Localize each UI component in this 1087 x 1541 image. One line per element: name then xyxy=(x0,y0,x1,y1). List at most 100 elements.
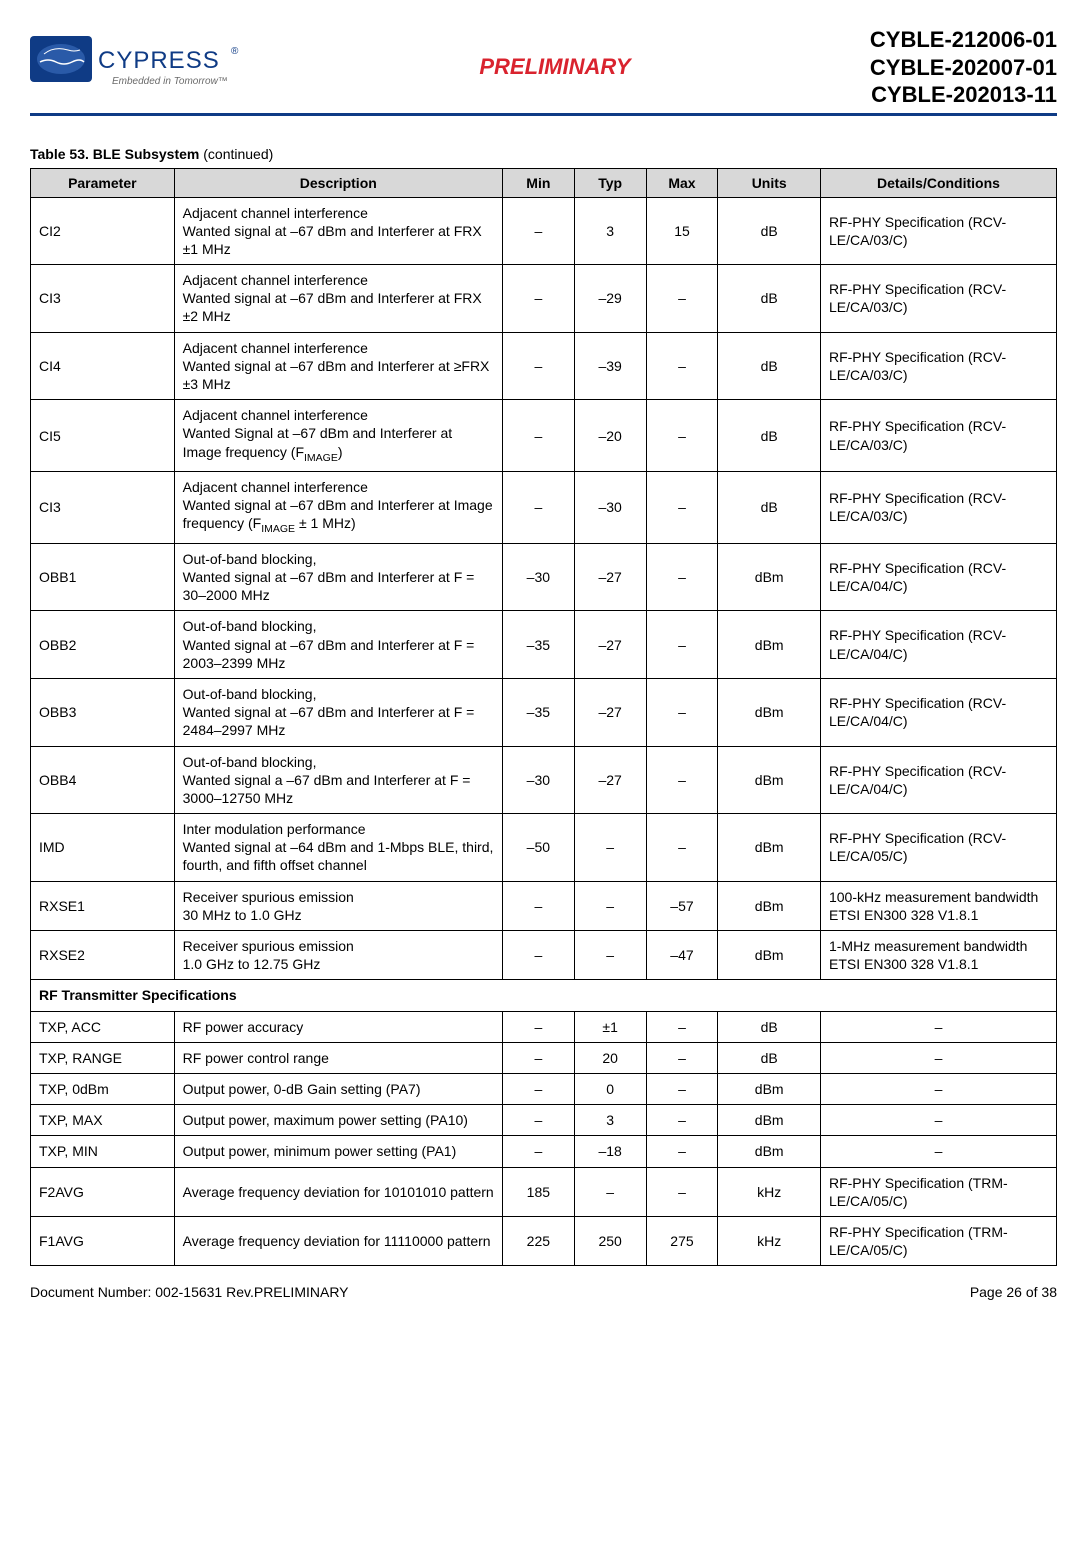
cell-details: RF-PHY Specification (RCV-LE/CA/03/C) xyxy=(820,332,1056,400)
cell-typ: –20 xyxy=(574,400,646,472)
cell-parameter: OBB1 xyxy=(31,543,175,611)
cell-min: –35 xyxy=(502,611,574,679)
cell-units: dBm xyxy=(718,611,821,679)
preliminary-label: PRELIMINARY xyxy=(240,54,870,80)
cell-parameter: CI3 xyxy=(31,265,175,333)
cell-description: Adjacent channel interferenceWanted Sign… xyxy=(174,400,502,472)
cell-max: – xyxy=(646,746,718,814)
cell-units: dB xyxy=(718,332,821,400)
cell-details: – xyxy=(820,1136,1056,1167)
part-numbers: CYBLE-212006-01 CYBLE-202007-01 CYBLE-20… xyxy=(870,26,1057,109)
cell-details: RF-PHY Specification (RCV-LE/CA/04/C) xyxy=(820,611,1056,679)
cell-max: –47 xyxy=(646,931,718,980)
table-header-row: Parameter Description Min Typ Max Units … xyxy=(31,168,1057,197)
cell-description: Adjacent channel interferenceWanted sign… xyxy=(174,197,502,265)
cell-units: kHz xyxy=(718,1167,821,1216)
cell-max: – xyxy=(646,678,718,746)
cell-details: RF-PHY Specification (RCV-LE/CA/03/C) xyxy=(820,472,1056,544)
cell-typ: ±1 xyxy=(574,1011,646,1042)
cell-description: Receiver spurious emission1.0 GHz to 12.… xyxy=(174,931,502,980)
cell-details: RF-PHY Specification (RCV-LE/CA/04/C) xyxy=(820,746,1056,814)
table-caption: Table 53. BLE Subsystem (continued) xyxy=(30,146,1057,162)
table-row: OBB3Out-of-band blocking,Wanted signal a… xyxy=(31,678,1057,746)
cell-description: Output power, maximum power setting (PA1… xyxy=(174,1105,502,1136)
svg-text:CYPRESS: CYPRESS xyxy=(98,47,220,74)
cell-parameter: IMD xyxy=(31,814,175,882)
table-row: F1AVGAverage frequency deviation for 111… xyxy=(31,1216,1057,1265)
cell-min: – xyxy=(502,332,574,400)
cell-description: Receiver spurious emission30 MHz to 1.0 … xyxy=(174,881,502,930)
cell-min: –30 xyxy=(502,543,574,611)
cell-parameter: CI5 xyxy=(31,400,175,472)
cypress-logo-icon: CYPRESS ® Embedded in Tomorrow™ xyxy=(30,32,240,102)
table-row: TXP, ACCRF power accuracy–±1–dB– xyxy=(31,1011,1057,1042)
cell-units: dB xyxy=(718,265,821,333)
table-row: OBB2Out-of-band blocking,Wanted signal a… xyxy=(31,611,1057,679)
part-number-1: CYBLE-212006-01 xyxy=(870,26,1057,54)
table-row: CI3Adjacent channel interferenceWanted s… xyxy=(31,472,1057,544)
cell-details: RF-PHY Specification (RCV-LE/CA/05/C) xyxy=(820,814,1056,882)
page-header: CYPRESS ® Embedded in Tomorrow™ PRELIMIN… xyxy=(30,26,1057,116)
cell-parameter: TXP, MAX xyxy=(31,1105,175,1136)
cell-details: – xyxy=(820,1011,1056,1042)
logo: CYPRESS ® Embedded in Tomorrow™ xyxy=(30,32,240,102)
cell-min: – xyxy=(502,1073,574,1104)
cell-min: – xyxy=(502,881,574,930)
col-typ: Typ xyxy=(574,168,646,197)
cell-details: RF-PHY Specification (TRM-LE/CA/05/C) xyxy=(820,1167,1056,1216)
cell-units: dBm xyxy=(718,1105,821,1136)
cell-parameter: F1AVG xyxy=(31,1216,175,1265)
cell-parameter: RXSE2 xyxy=(31,931,175,980)
cell-details: 100-kHz measurement bandwidthETSI EN300 … xyxy=(820,881,1056,930)
cell-typ: – xyxy=(574,814,646,882)
col-details: Details/Conditions xyxy=(820,168,1056,197)
cell-details: RF-PHY Specification (RCV-LE/CA/04/C) xyxy=(820,543,1056,611)
cell-description: Out-of-band blocking,Wanted signal at –6… xyxy=(174,543,502,611)
section-header: RF Transmitter Specifications xyxy=(31,980,1057,1011)
cell-details: – xyxy=(820,1105,1056,1136)
page-number: Page 26 of 38 xyxy=(970,1284,1057,1300)
cell-max: 15 xyxy=(646,197,718,265)
spec-table: Parameter Description Min Typ Max Units … xyxy=(30,168,1057,1267)
cell-typ: 3 xyxy=(574,197,646,265)
cell-min: – xyxy=(502,1136,574,1167)
table-caption-prefix: Table 53. BLE Subsystem xyxy=(30,146,203,162)
cell-units: dBm xyxy=(718,931,821,980)
cell-description: Average frequency deviation for 11110000… xyxy=(174,1216,502,1265)
cell-typ: – xyxy=(574,931,646,980)
cell-units: dB xyxy=(718,1042,821,1073)
cell-parameter: OBB4 xyxy=(31,746,175,814)
cell-units: kHz xyxy=(718,1216,821,1265)
cell-details: RF-PHY Specification (RCV-LE/CA/03/C) xyxy=(820,265,1056,333)
cell-details: RF-PHY Specification (TRM-LE/CA/05/C) xyxy=(820,1216,1056,1265)
cell-units: dBm xyxy=(718,746,821,814)
part-number-2: CYBLE-202007-01 xyxy=(870,54,1057,82)
cell-max: – xyxy=(646,265,718,333)
cell-max: 275 xyxy=(646,1216,718,1265)
cell-parameter: TXP, ACC xyxy=(31,1011,175,1042)
table-row: TXP, RANGERF power control range–20–dB– xyxy=(31,1042,1057,1073)
table-row: TXP, MINOutput power, minimum power sett… xyxy=(31,1136,1057,1167)
cell-min: – xyxy=(502,1042,574,1073)
cell-description: Adjacent channel interferenceWanted sign… xyxy=(174,332,502,400)
cell-typ: – xyxy=(574,1167,646,1216)
part-number-3: CYBLE-202013-11 xyxy=(870,81,1057,109)
table-row: RXSE1Receiver spurious emission30 MHz to… xyxy=(31,881,1057,930)
cell-typ: –39 xyxy=(574,332,646,400)
cell-units: dBm xyxy=(718,543,821,611)
cell-typ: 3 xyxy=(574,1105,646,1136)
cell-units: dB xyxy=(718,1011,821,1042)
cell-units: dBm xyxy=(718,678,821,746)
table-row: RF Transmitter Specifications xyxy=(31,980,1057,1011)
cell-min: – xyxy=(502,400,574,472)
cell-max: – xyxy=(646,400,718,472)
table-row: CI3Adjacent channel interferenceWanted s… xyxy=(31,265,1057,333)
table-row: CI5Adjacent channel interferenceWanted S… xyxy=(31,400,1057,472)
table-caption-continued: (continued) xyxy=(203,146,273,162)
cell-description: Inter modulation performanceWanted signa… xyxy=(174,814,502,882)
cell-description: Average frequency deviation for 10101010… xyxy=(174,1167,502,1216)
cell-parameter: TXP, MIN xyxy=(31,1136,175,1167)
cell-details: – xyxy=(820,1042,1056,1073)
cell-description: Output power, 0-dB Gain setting (PA7) xyxy=(174,1073,502,1104)
cell-units: dBm xyxy=(718,881,821,930)
